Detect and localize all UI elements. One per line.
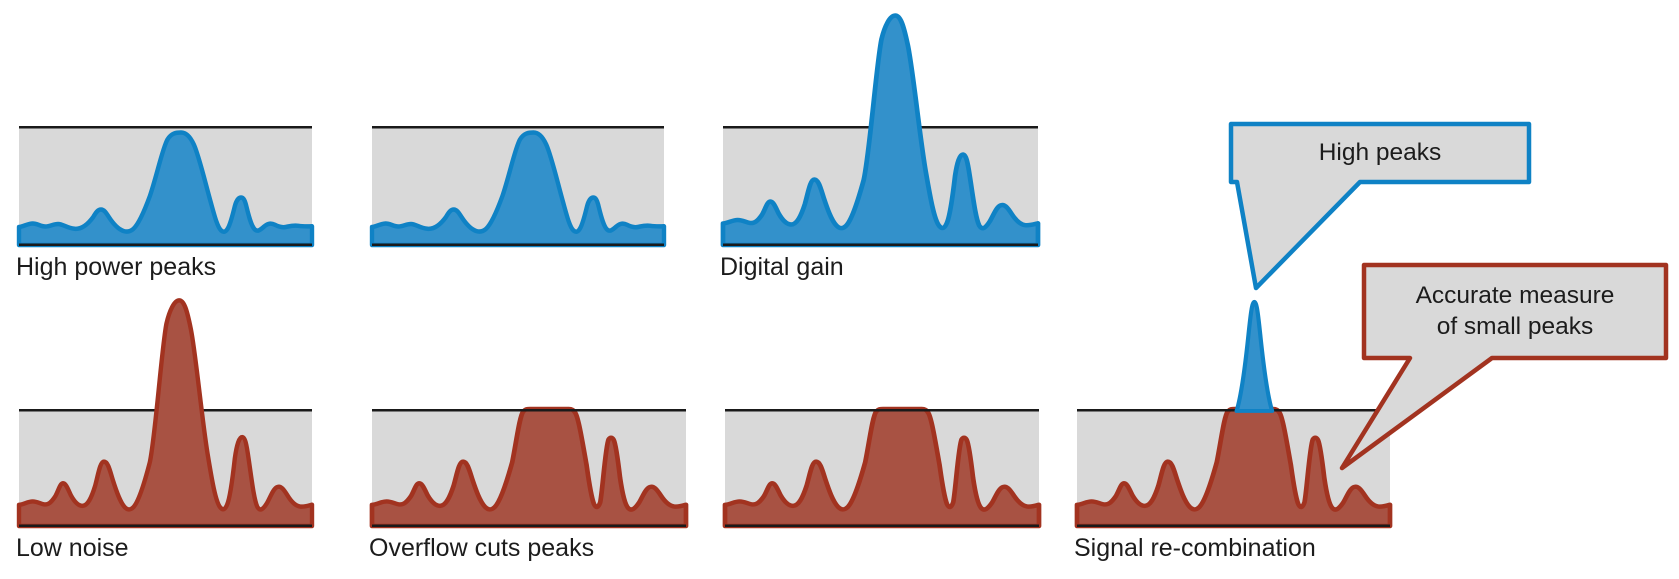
waveform-svg-red-clipped-2 bbox=[722, 406, 1042, 529]
signal-panel-blue-signal-2 bbox=[369, 126, 667, 248]
signal-panel-signal-recombination bbox=[1074, 299, 1393, 529]
waveform-svg-low-noise bbox=[16, 298, 315, 529]
waveform-svg-overflow-cuts-peaks bbox=[369, 406, 689, 529]
callout-text-line: of small peaks bbox=[1436, 312, 1594, 340]
callout-text-line: Accurate measure bbox=[1415, 281, 1615, 309]
signal-panel-high-power-peaks bbox=[16, 126, 315, 248]
callout-text-accurate-measure-of-small-peaks: Accurate measure of small peaks bbox=[1364, 265, 1666, 358]
signal-panel-low-noise bbox=[16, 298, 315, 529]
waveform-svg-blue-signal-2 bbox=[369, 126, 667, 248]
callout-bubble-high-peaks bbox=[1228, 121, 1532, 291]
waveform-high-power-peaks bbox=[16, 130, 315, 248]
waveform-svg-signal-recombination bbox=[1074, 299, 1393, 529]
signal-panel-overflow-cuts-peaks bbox=[369, 406, 689, 529]
waveform-digital-gain bbox=[720, 13, 1041, 248]
waveform-low-noise bbox=[16, 298, 315, 529]
signal-panel-digital-gain bbox=[720, 13, 1041, 248]
callout-bubble-accurate-measure-of-small-peaks bbox=[1339, 262, 1669, 471]
panel-label-high-power-peaks: High power peaks bbox=[16, 253, 217, 281]
waveform-blue-signal-2 bbox=[369, 130, 667, 248]
signal-panel-red-clipped-2 bbox=[722, 406, 1042, 529]
panel-label-low-noise: Low noise bbox=[16, 534, 129, 562]
waveform-svg-high-power-peaks bbox=[16, 126, 315, 248]
callout-text-high-peaks: High peaks bbox=[1231, 124, 1529, 182]
recombined-high-peak-spike bbox=[1234, 299, 1275, 413]
panel-label-digital-gain: Digital gain bbox=[720, 253, 844, 281]
callout-text-line: High peaks bbox=[1318, 138, 1442, 166]
panel-label-overflow-cuts-peaks: Overflow cuts peaks bbox=[369, 534, 595, 562]
panel-label-signal-recombination: Signal re-combination bbox=[1074, 534, 1316, 562]
waveform-svg-digital-gain bbox=[720, 13, 1041, 248]
